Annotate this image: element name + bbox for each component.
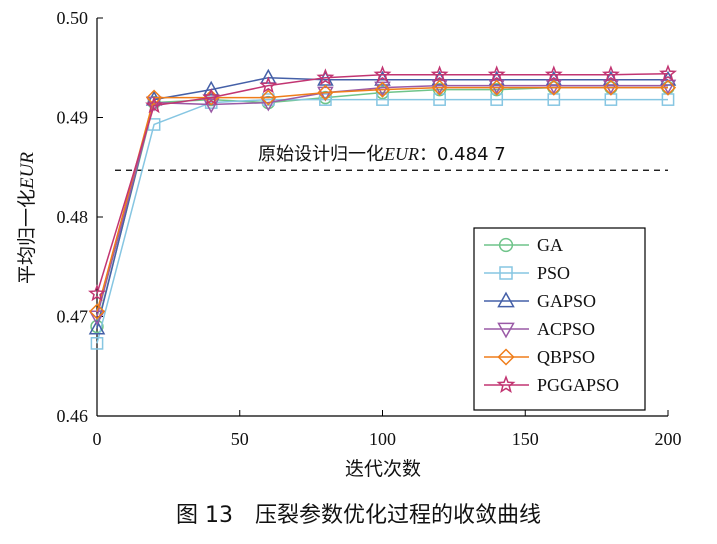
series-group — [88, 64, 677, 350]
tick-labels: 0.46 0.47 0.48 0.49 0.50 0 50 100 150 200 — [57, 8, 682, 449]
x-tick-label: 100 — [369, 429, 396, 449]
convergence-chart: 0.46 0.47 0.48 0.49 0.50 0 50 100 150 200 迭代次数 平均… — [16, 8, 682, 480]
data-point-qbpso — [260, 89, 277, 106]
x-axis-label: 迭代次数 — [345, 458, 421, 480]
x-tick-label: 50 — [231, 429, 249, 449]
x-tick-label: 0 — [93, 429, 102, 449]
data-point-gapso — [88, 319, 106, 335]
legend-entry-acpso: ACPSO — [484, 319, 595, 339]
data-point-pggapso — [316, 68, 335, 86]
data-point-pso — [319, 93, 332, 106]
data-point-pggapso — [601, 65, 620, 83]
series-line-pggapso — [96, 72, 669, 294]
series-line-pso — [96, 98, 668, 344]
y-axis-label-italic: EUR — [17, 152, 38, 190]
reference-label-prefix: 原始设计归一化 — [258, 144, 384, 165]
figure-number: 图 13 — [175, 503, 233, 528]
data-point-pggapso — [430, 65, 449, 83]
data-point-pggapso — [487, 65, 506, 83]
legend-label-qbpso: QBPSO — [537, 347, 595, 367]
data-point-ga — [375, 85, 390, 100]
data-point-qbpso — [146, 89, 163, 106]
y-axis-label: 平均归一化EUR — [16, 152, 38, 284]
legend-marker-ga — [498, 237, 514, 253]
legend-entry-pso: PSO — [484, 263, 570, 283]
data-point-qbpso — [659, 79, 677, 96]
series-line-gapso — [96, 76, 668, 329]
data-point-qbpso — [602, 79, 619, 96]
data-point-pggapso — [544, 65, 563, 83]
legend-marker-pso — [499, 266, 513, 280]
data-point-qbpso — [317, 84, 334, 101]
legend-label-ga: GA — [537, 235, 563, 255]
data-point-qbpso — [431, 79, 448, 96]
legend-entry-ga: GA — [484, 235, 563, 255]
legend-label-pggapso: PGGAPSO — [537, 375, 619, 395]
legend-entry-qbpso: QBPSO — [484, 347, 595, 367]
legend-label-pso: PSO — [537, 263, 570, 283]
data-point-qbpso — [545, 79, 562, 96]
data-point-qbpso — [374, 81, 391, 98]
legend-entry-pggapso: PGGAPSO — [484, 375, 619, 395]
data-point-qbpso — [488, 79, 505, 96]
x-tick-label: 200 — [655, 429, 682, 449]
y-tick-label: 0.47 — [57, 307, 89, 327]
data-point-gapso — [260, 68, 277, 84]
reference-label-italic: EUR — [383, 144, 419, 164]
data-point-pggapso — [145, 96, 164, 114]
legend-marker-qbpso — [497, 348, 515, 366]
data-point-pggapso — [659, 64, 677, 82]
legend-label-gapso: GAPSO — [537, 291, 596, 311]
y-tick-label: 0.48 — [57, 207, 89, 227]
data-point-pggapso — [88, 284, 106, 302]
series-line-qbpso — [96, 86, 668, 312]
legend-marker-acpso — [497, 322, 515, 339]
data-point-pggapso — [373, 65, 392, 83]
y-axis-label-prefix: 平均归一化 — [16, 189, 38, 284]
figure-title: 压裂参数优化过程的收敛曲线 — [254, 503, 541, 528]
reference-label-suffix: ：0.484 7 — [419, 144, 506, 165]
x-tick-label: 150 — [512, 429, 539, 449]
legend-marker-gapso — [497, 291, 515, 308]
figure-caption: 图 13 压裂参数优化过程的收敛曲线 — [0, 500, 717, 544]
y-tick-label: 0.50 — [57, 8, 89, 28]
legend-box — [473, 227, 646, 411]
series-line-acpso — [96, 84, 668, 317]
y-tick-label: 0.49 — [57, 108, 89, 128]
data-point-gapso — [202, 80, 220, 96]
legend-label-acpso: ACPSO — [537, 319, 595, 339]
data-point-pggapso — [202, 88, 221, 106]
legend-marker-pggapso — [496, 375, 516, 394]
data-point-pso — [90, 337, 104, 350]
data-point-qbpso — [88, 303, 106, 320]
series-pggapso — [88, 64, 677, 302]
y-tick-label: 0.46 — [57, 406, 89, 426]
reference-line-label: 原始设计归一化EUR：0.484 7 — [258, 144, 506, 165]
data-point-acpso — [202, 98, 220, 114]
legend-entry-gapso: GAPSO — [484, 291, 596, 311]
data-point-pggapso — [259, 76, 278, 94]
